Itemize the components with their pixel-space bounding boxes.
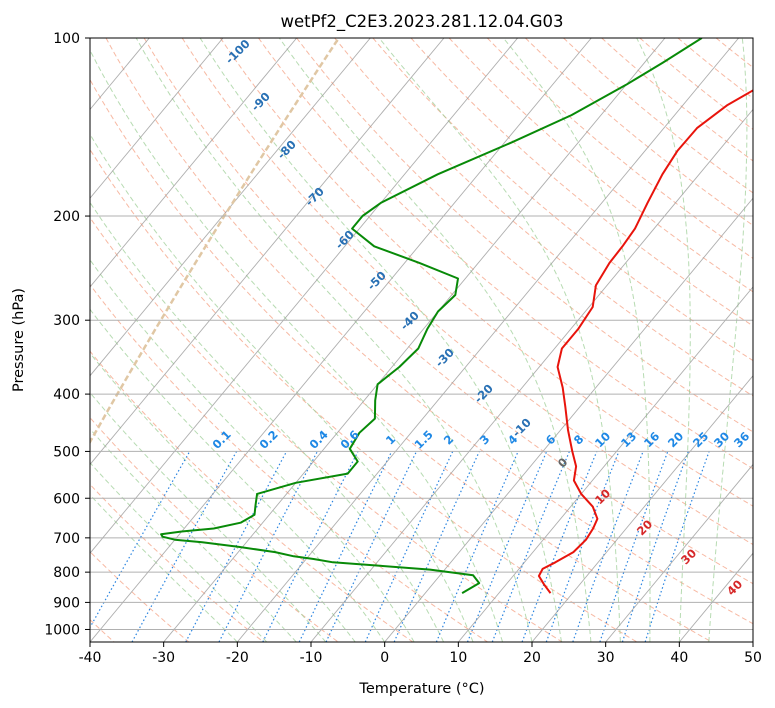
moist-adiabat (502, 38, 651, 642)
dry-adiabat (90, 78, 712, 642)
profile-lines (160, 38, 753, 594)
mixing-ratio-line (262, 451, 359, 642)
isotherm (310, 108, 753, 642)
mixing-ratio-line (435, 451, 519, 642)
mixing-ratio-line (545, 451, 620, 642)
y-tick-label: 900 (53, 595, 80, 611)
moist-adiabat (636, 38, 691, 642)
isotherm (457, 286, 753, 642)
isotherm (236, 38, 739, 642)
y-tick-label: 700 (53, 531, 80, 547)
x-tick-label: -30 (152, 650, 175, 666)
dry-adiabat (486, 38, 753, 259)
isotherm (90, 38, 297, 288)
dry-adiabat (219, 38, 753, 507)
x-tick-label: -40 (79, 650, 102, 666)
mixing-ratio-line (521, 451, 598, 642)
isotherm (605, 463, 753, 642)
x-tick-label: 20 (523, 650, 541, 666)
mixing-ratio-line (185, 451, 288, 642)
x-tick-label: 0 (380, 650, 389, 666)
moist-adiabat (90, 391, 327, 642)
isotherm (90, 38, 224, 199)
x-tick-label: 10 (449, 650, 467, 666)
dry-adiabat (258, 38, 753, 470)
x-axis-title: Temperature (°C) (358, 681, 484, 697)
isotherm (90, 38, 592, 642)
dry-adiabat (563, 38, 753, 194)
mixing-ratio-line (572, 451, 644, 642)
isotherm (90, 38, 445, 466)
dry-adiabat (448, 38, 753, 293)
moist-adiabat (90, 352, 356, 642)
moist-adiabat (90, 201, 445, 642)
isotherm (163, 38, 666, 642)
moist-adiabat (378, 38, 621, 642)
dry-adiabat (296, 38, 753, 433)
moist-adiabat (708, 38, 748, 642)
moist-adiabat (199, 38, 562, 642)
temperature-profile (537, 89, 753, 594)
axes: -40 -30 -20 -10 0 10 20 30 40 50 100 200 300 400 500 60… (44, 31, 762, 666)
dry-adiabat (334, 38, 753, 397)
mixing-ratio-line (491, 451, 570, 642)
x-tick-label: 40 (670, 650, 688, 666)
mixing-ratio-line (599, 451, 669, 642)
dry-adiabat (90, 216, 563, 642)
dry-adiabat (181, 38, 753, 546)
y-tick-label: 800 (53, 565, 80, 581)
x-tick-label: 50 (744, 650, 762, 666)
y-tick-label: 500 (53, 444, 80, 460)
isotherm (384, 197, 753, 642)
moist-adiabat (90, 49, 503, 642)
mixing-ratio-line (90, 451, 191, 629)
dry-adiabat (143, 38, 753, 585)
dry-adiabat (90, 283, 488, 642)
moist-adiabat (90, 133, 474, 642)
moist-adiabat (90, 258, 415, 642)
dry-adiabat (90, 148, 638, 642)
moist-adiabat (90, 428, 297, 642)
dry-adiabat (372, 38, 753, 362)
mixing-ratio-line (393, 451, 480, 642)
moist-adiabat (90, 494, 238, 642)
mixing-ratio-line (644, 451, 710, 642)
y-tick-label: 200 (53, 209, 80, 225)
y-tick-label: 400 (53, 387, 80, 403)
dry-adiabat (105, 38, 753, 625)
mixing-ratio-line (131, 451, 238, 642)
y-axis-title: Pressure (hPa) (11, 288, 27, 392)
x-tick-label: -10 (300, 650, 323, 666)
moist-adiabat (135, 38, 533, 642)
y-tick-label: 100 (53, 31, 80, 47)
mixing-ratio-line (621, 451, 689, 642)
background-lines (90, 38, 753, 642)
chart-title: wetPf2_C2E3.2023.281.12.04.G03 (280, 12, 563, 32)
moist-adiabat (90, 461, 268, 642)
mixing-ratio-line (466, 451, 548, 642)
plot-frame (89, 37, 754, 643)
moist-adiabat (90, 308, 386, 642)
dewpoint-profile (160, 38, 703, 594)
x-tick-label: 30 (597, 650, 615, 666)
y-tick-label: 600 (53, 491, 80, 507)
isotherm (90, 38, 518, 554)
isotherm (531, 375, 753, 642)
y-tick-label: 1000 (44, 622, 80, 638)
y-tick-label: 300 (53, 313, 80, 329)
isotherm (90, 38, 371, 377)
x-tick-label: -20 (226, 650, 249, 666)
moist-adiabat (278, 38, 592, 642)
